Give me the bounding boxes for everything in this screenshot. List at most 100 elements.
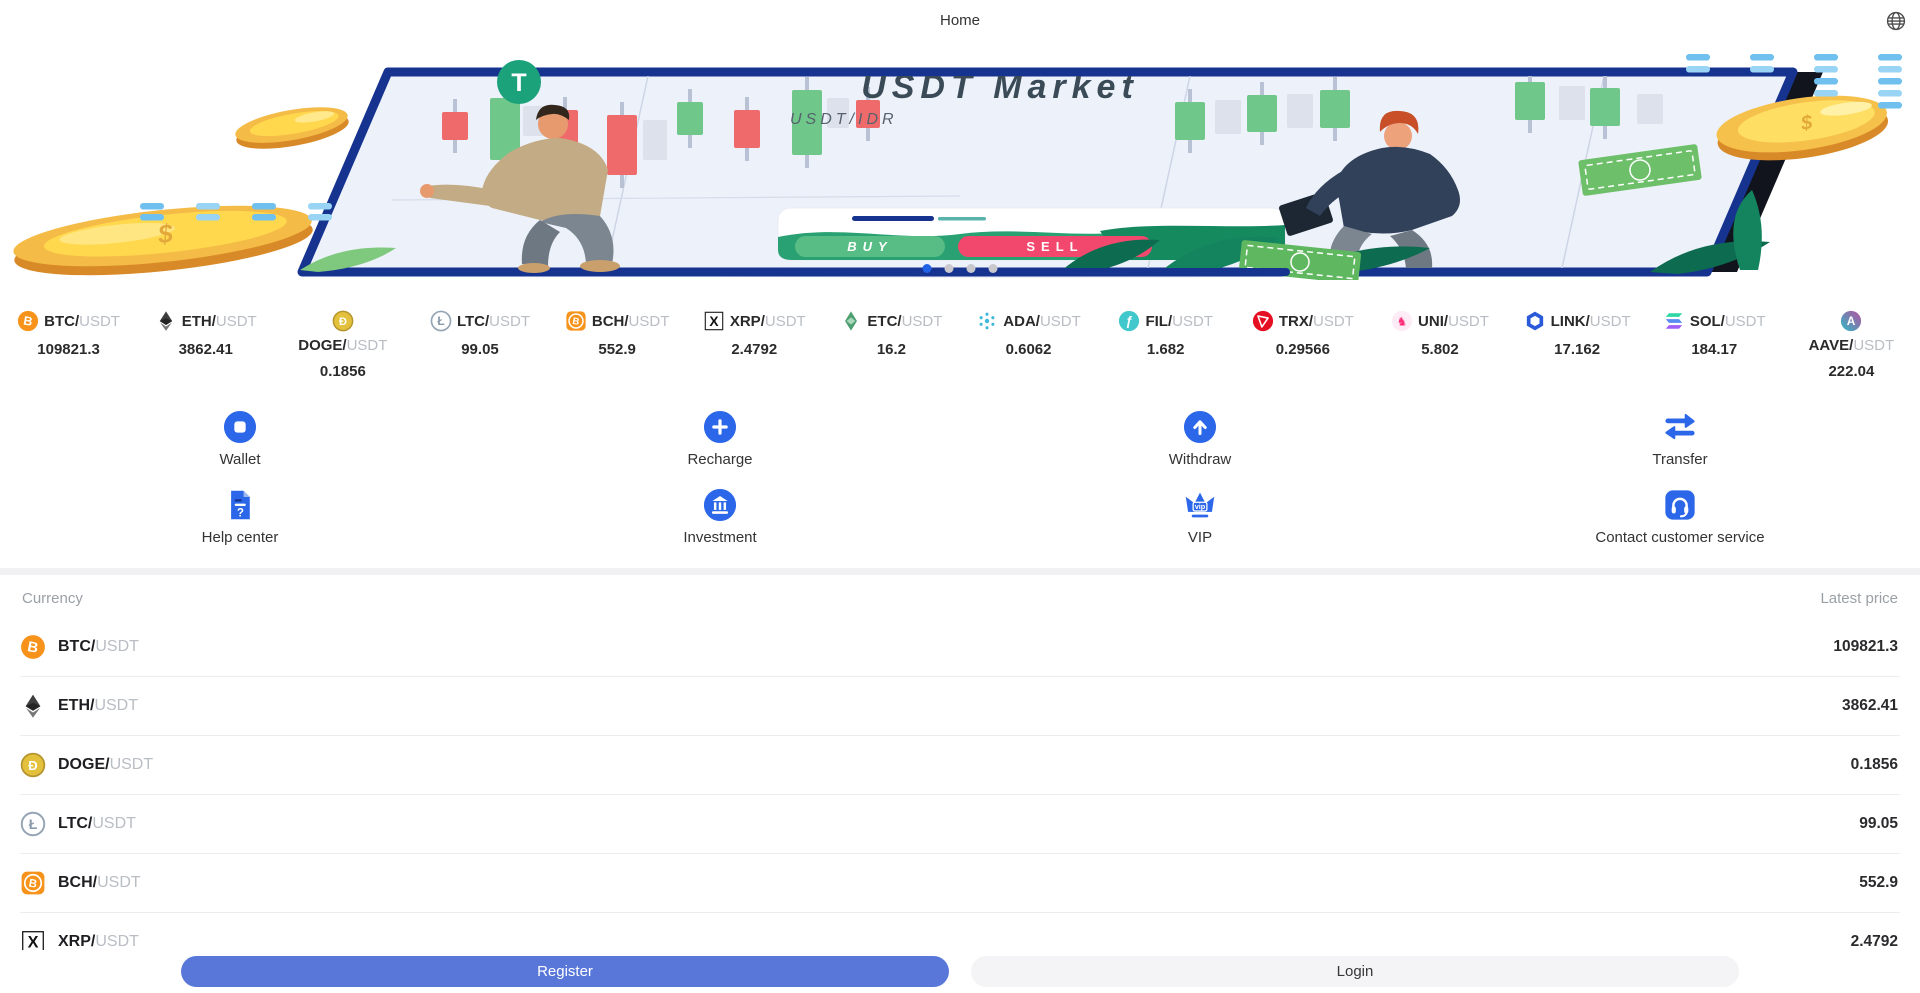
market-rows: B BTC/USDT 109821.3 ETH/USDT 3862.41 Ð D…	[20, 617, 1900, 971]
quick-action[interactable]: Investment	[480, 482, 960, 550]
pair-separator: /	[1443, 312, 1449, 330]
btc-icon: B	[20, 634, 46, 660]
ticker-item[interactable]: B BCH/USDT 552.9	[549, 310, 686, 358]
pair-separator: /	[211, 312, 216, 330]
wallet-icon	[223, 409, 257, 445]
banner-illustration: USDT Market USDT/IDR T BUY SELL	[13, 54, 1902, 280]
pair-label: UNI/USDT	[1418, 313, 1489, 330]
ticker-item[interactable]: LINK/USDT 17.162	[1509, 310, 1646, 358]
pair-separator: /	[1849, 337, 1854, 354]
ticker-item[interactable]: SOL/USDT 184.17	[1646, 310, 1783, 358]
ticker-item[interactable]: X XRP/USDT 2.4792	[686, 310, 823, 358]
quick-action[interactable]: Withdraw	[960, 404, 1440, 472]
quick-action[interactable]: ? Help center	[0, 482, 480, 550]
page-title: Home	[939, 11, 980, 29]
ticker-item[interactable]: TRX/USDT 0.29566	[1234, 310, 1371, 358]
pair-label: ADA/USDT	[1003, 313, 1081, 330]
login-button[interactable]: Login	[971, 956, 1739, 987]
svg-text:$: $	[1799, 112, 1815, 136]
hero-banner: USDT Market USDT/IDR T BUY SELL	[0, 40, 1920, 280]
pair-quote: USDT	[97, 874, 141, 891]
ticker-price: 552.9	[598, 341, 636, 358]
carousel-dot[interactable]	[988, 264, 998, 273]
pair-separator: /	[624, 312, 629, 330]
market-list: Currency Latest price B BTC/USDT 109821.…	[0, 575, 1920, 985]
btc-icon: B	[17, 310, 39, 332]
ticker-item[interactable]: Ł LTC/USDT 99.05	[411, 310, 548, 358]
quick-action[interactable]: Recharge	[480, 404, 960, 472]
pair-base: BTC	[58, 637, 91, 655]
pair-quote: USDT	[1589, 312, 1631, 330]
pair-separator: /	[1720, 312, 1725, 330]
pair-label: ETC/USDT	[867, 313, 942, 330]
buy-label: BUY	[847, 239, 892, 254]
pair-label: LTC/USDT	[58, 815, 136, 833]
pair-quote: USDT	[1039, 312, 1081, 330]
pair-label: ETH/USDT	[58, 697, 138, 715]
ticker-price: 0.1856	[319, 363, 366, 380]
ticker-price: 0.6062	[1005, 341, 1052, 358]
ticker-item[interactable]: ƒ FIL/USDT 1.682	[1097, 310, 1234, 358]
quick-action[interactable]: Wallet	[0, 404, 480, 472]
register-button[interactable]: Register	[181, 956, 949, 987]
ticker-item[interactable]: Ð DOGE/USDT 0.1856	[274, 310, 411, 380]
carousel-dot[interactable]	[966, 264, 976, 273]
market-row[interactable]: ETH/USDT 3862.41	[20, 676, 1900, 735]
market-row[interactable]: B BTC/USDT 109821.3	[20, 617, 1900, 676]
pair-label: DOGE/USDT	[58, 756, 153, 774]
doge-icon: Ð	[20, 752, 46, 778]
ticker-item[interactable]: ETC/USDT 16.2	[823, 310, 960, 358]
banner-subtitle: USDT/IDR	[790, 111, 898, 128]
pair-label: SOL/USDT	[1690, 313, 1766, 330]
market-row[interactable]: X XRP/USDT 2.4792	[20, 912, 1900, 971]
pair-base: ETC	[867, 312, 898, 330]
market-row[interactable]: B BCH/USDT 552.9	[20, 853, 1900, 912]
ticker-item[interactable]: ♞ UNI/USDT 5.802	[1371, 310, 1508, 358]
ticker-item[interactable]: ETH/USDT 3862.41	[137, 310, 274, 358]
banner-blue-dashes	[140, 54, 1902, 221]
pair-label: LTC/USDT	[457, 313, 530, 330]
pair-label: BTC/USDT	[58, 638, 139, 656]
ada-icon	[976, 310, 998, 332]
ticker-item[interactable]: B BTC/USDT 109821.3	[0, 310, 137, 358]
ticker-item[interactable]: ADA/USDT 0.6062	[960, 310, 1097, 358]
tablet-base	[948, 268, 1290, 276]
pair-label: XRP/USDT	[730, 313, 806, 330]
help-center-icon: ?	[224, 487, 256, 523]
pair-base: DOGE	[58, 756, 106, 773]
fil-icon: ƒ	[1118, 310, 1140, 332]
bch-icon: B	[20, 870, 46, 896]
ticker-price: 1.682	[1146, 341, 1185, 358]
quick-action[interactable]: Transfer	[1440, 404, 1920, 472]
svg-text:A: A	[1847, 314, 1856, 328]
ticker-price: 0.29566	[1275, 341, 1330, 358]
pair-label: BCH/USDT	[58, 874, 141, 892]
gold-coin-large-left: $	[13, 205, 313, 276]
carousel-dot[interactable]	[944, 264, 954, 273]
pair-quote: USDT	[901, 312, 943, 330]
language-globe-icon[interactable]	[1885, 10, 1907, 32]
market-row[interactable]: Ł LTC/USDT 99.05	[20, 794, 1900, 853]
carousel-dot[interactable]	[922, 264, 932, 273]
market-price: 2.4792	[1850, 933, 1898, 950]
pair-quote: USDT	[764, 312, 806, 330]
currency-column-header: Currency	[22, 590, 83, 607]
ticker-price: 16.2	[876, 341, 907, 358]
transfer-icon	[1661, 409, 1699, 445]
pair-quote: USDT	[95, 637, 139, 655]
pair-separator: /	[90, 697, 95, 714]
buy-button[interactable]	[795, 236, 945, 257]
quick-action[interactable]: Contact customer service	[1440, 482, 1920, 550]
pair-label: AAVE/USDT	[1809, 337, 1895, 354]
market-price: 552.9	[1859, 874, 1898, 891]
quick-action[interactable]: vip VIP	[960, 482, 1440, 550]
pair-base: BTC	[44, 312, 75, 330]
pair-quote: USDT	[346, 337, 388, 354]
ltc-icon: Ł	[20, 811, 46, 837]
svg-text:X: X	[709, 314, 719, 329]
ticker-item[interactable]: A AAVE/USDT 222.04	[1783, 310, 1920, 380]
pair-label: BCH/USDT	[592, 313, 670, 330]
ticker-price: 99.05	[461, 341, 499, 358]
pair-base: FIL	[1145, 312, 1168, 330]
market-row[interactable]: Ð DOGE/USDT 0.1856	[20, 735, 1900, 794]
